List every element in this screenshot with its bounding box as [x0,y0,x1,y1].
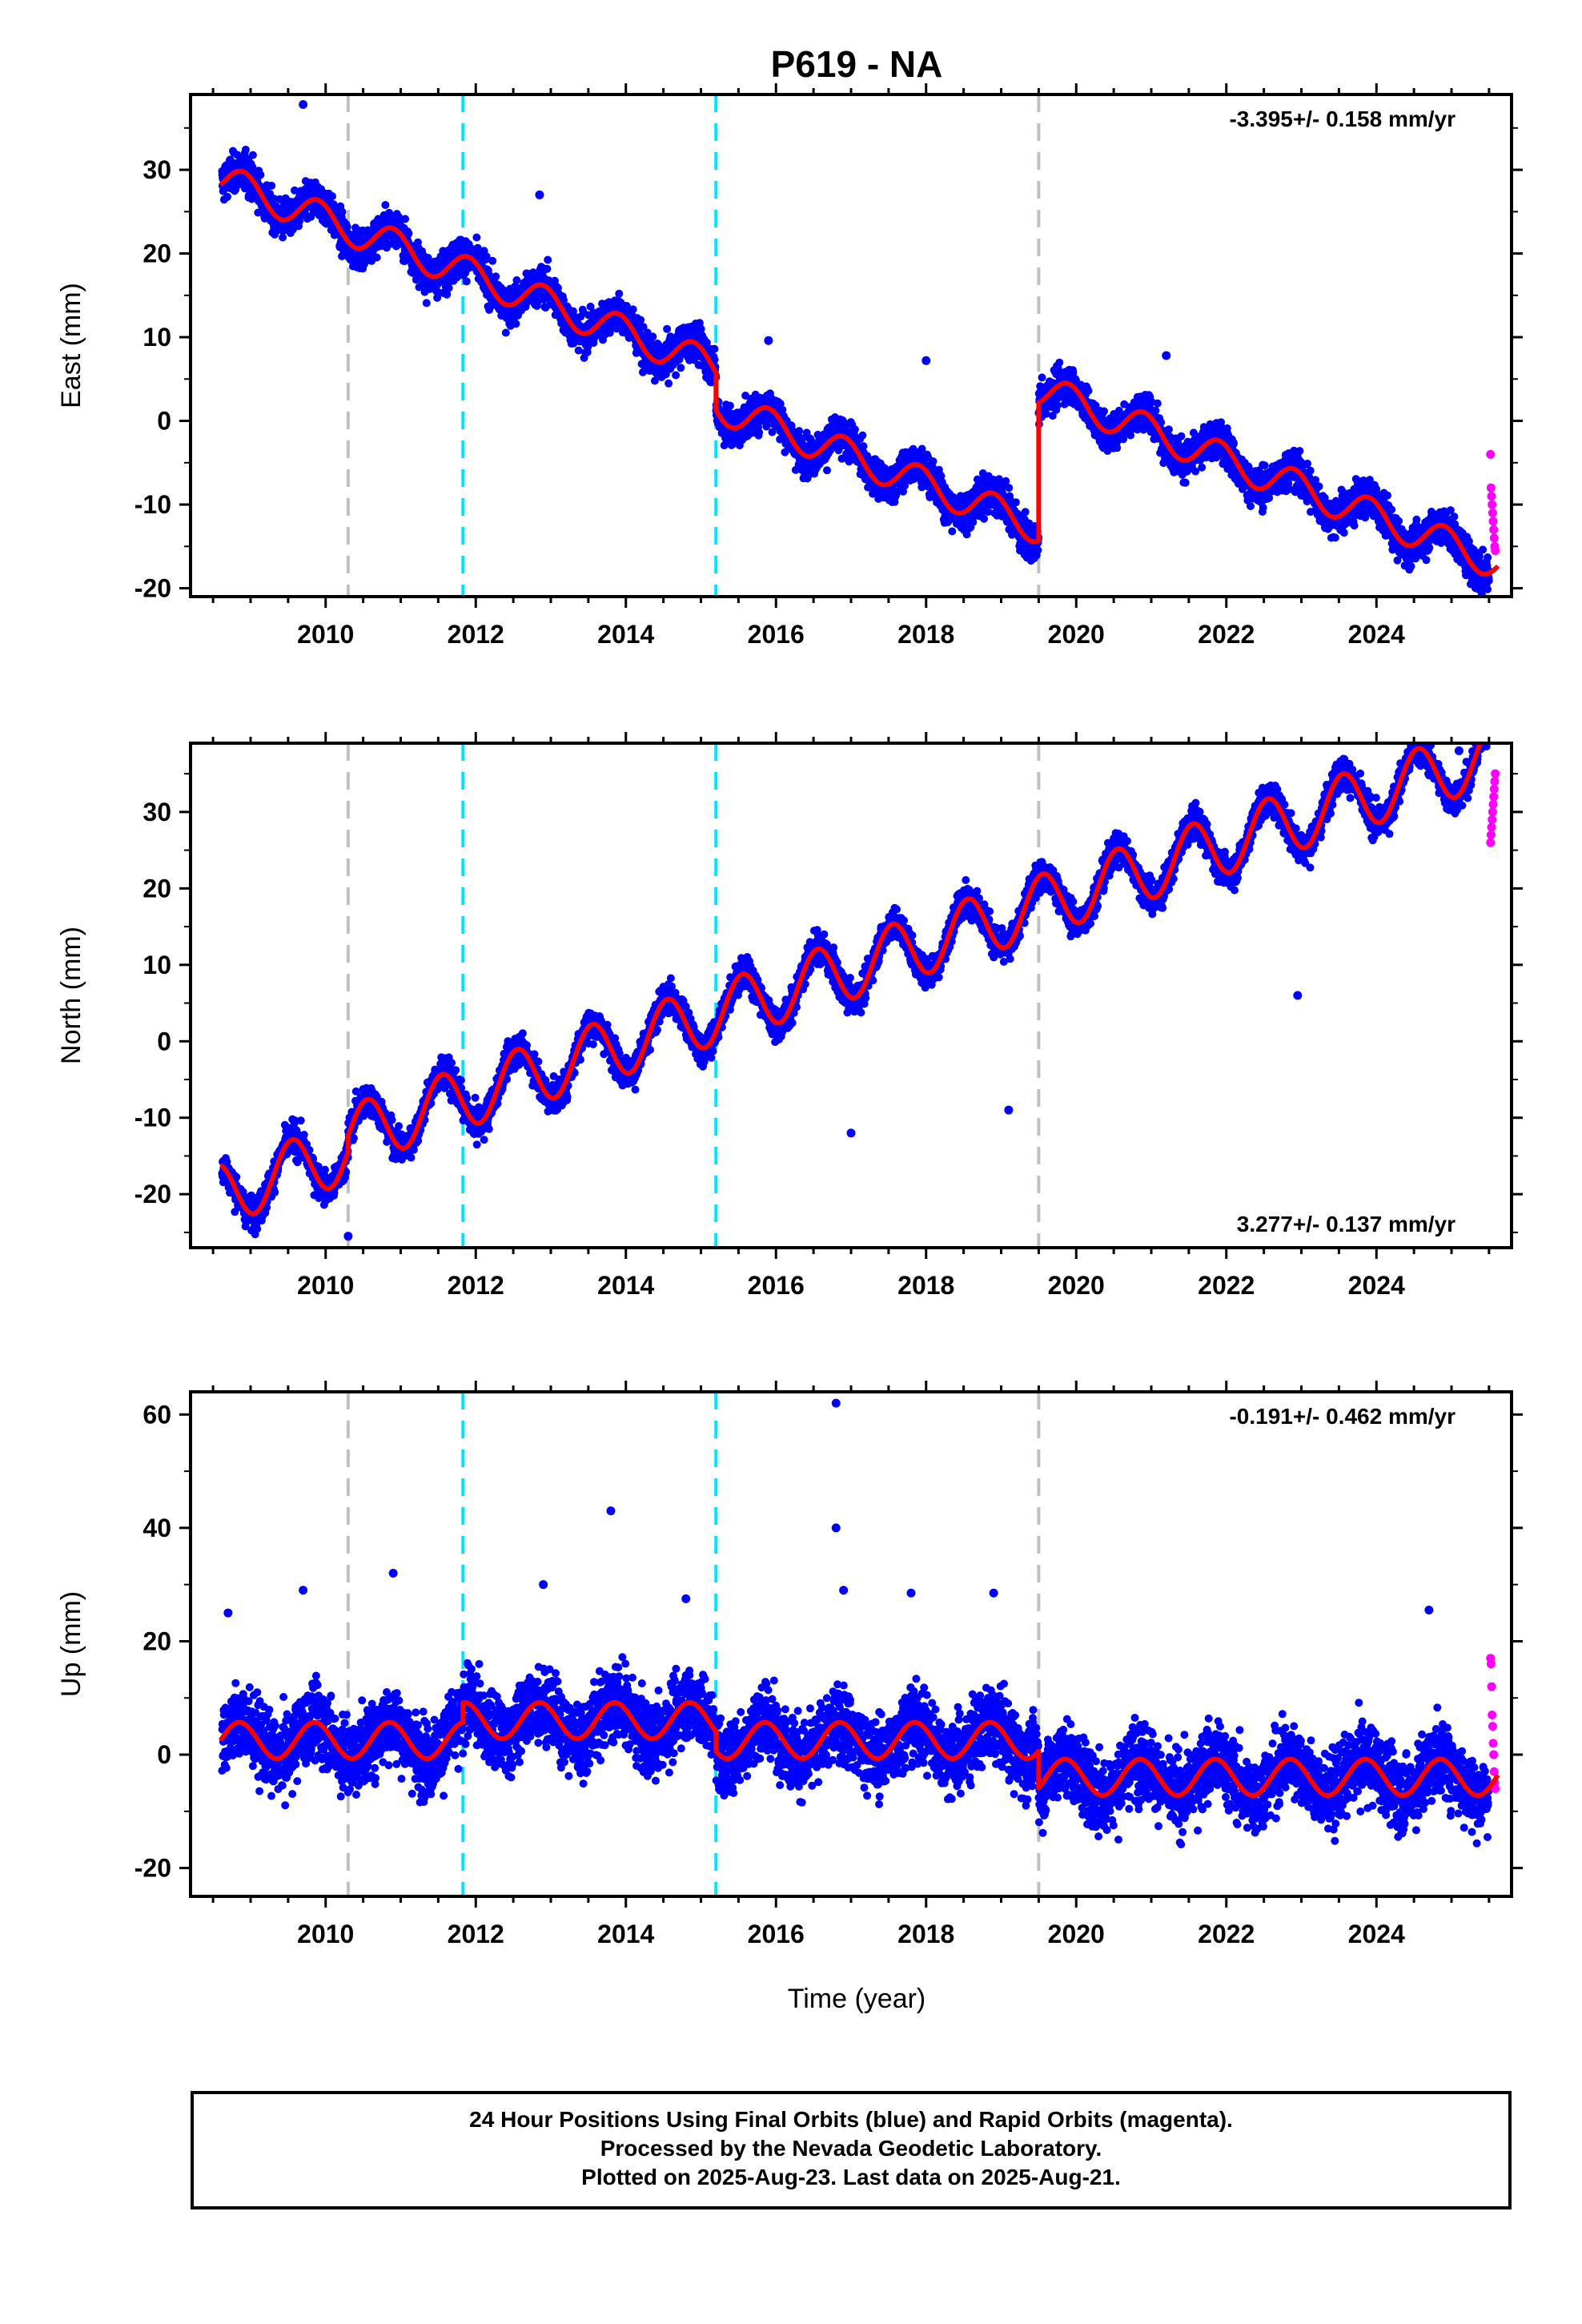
data-point [338,207,347,216]
data-point [755,428,764,436]
data-point [223,192,231,201]
data-point [1034,546,1042,554]
data-point [725,401,734,410]
data-point [650,376,659,385]
data-point [697,324,705,333]
data-point [929,457,938,466]
data-point [241,145,250,154]
data-point [501,328,510,337]
data-point [1011,498,1020,507]
data-point [672,371,681,380]
data-point [628,305,637,314]
data-point [404,229,413,238]
data-point [279,233,287,242]
data-point [472,233,481,242]
data-point [1198,463,1207,472]
data-point [586,302,595,311]
data-point [892,490,901,499]
data-point [665,379,673,388]
data-point [372,253,381,262]
data-point [850,425,859,434]
data-point [1100,407,1108,416]
data-point [492,272,500,281]
final-orbit-points [218,100,1493,597]
data-point [663,324,672,333]
panel-east: 2010 2012 2014 2016 2018 2020 2022 2024-20-1001… [56,83,1523,649]
data-point [381,201,390,209]
data-point [636,316,645,324]
data-point [444,283,453,292]
chart-panels: 2010 2012 2014 2016 2018 2020 2022 2024-20-1001… [56,83,1523,1948]
data-point [1151,406,1160,415]
data-point [424,254,432,262]
data-point [422,299,431,308]
data-point [615,289,624,298]
data-point [1084,387,1093,395]
plot-title: P619 - NA [771,43,943,85]
data-point [823,466,831,475]
data-point [1153,399,1162,408]
data-point [710,344,719,353]
data-point [574,346,583,355]
data-point [560,296,568,304]
data-point [1164,425,1173,434]
data-point [343,223,351,231]
data-point [1177,432,1186,440]
data-point [482,252,491,261]
data-point [533,297,542,306]
data-point [1230,439,1238,447]
data-point [233,151,242,159]
data-point [462,277,471,286]
data-point [1005,484,1014,493]
data-point [695,319,704,328]
data-point [512,320,520,328]
data-point [1038,373,1046,382]
data-point [710,356,719,364]
data-point [544,255,552,264]
data-point [543,264,552,273]
data-point [948,527,957,536]
data-point [648,332,657,341]
data-point [267,181,276,190]
data-point [1055,358,1064,367]
data-point [702,338,711,347]
data-point [254,208,263,217]
data-point [512,275,521,284]
data-point [1053,401,1062,410]
data-point [328,192,336,200]
data-point [858,431,867,440]
data-point [1021,508,1030,517]
data-point [980,514,989,523]
data-point [677,364,685,372]
data-point [433,293,442,302]
data-point [256,171,265,179]
data-point [443,290,452,299]
panel-east-plot-area [218,94,1500,597]
data-point [1181,478,1190,487]
data-point [488,256,497,265]
data-point [401,215,410,223]
data-point [639,323,648,332]
data-point [248,151,257,159]
